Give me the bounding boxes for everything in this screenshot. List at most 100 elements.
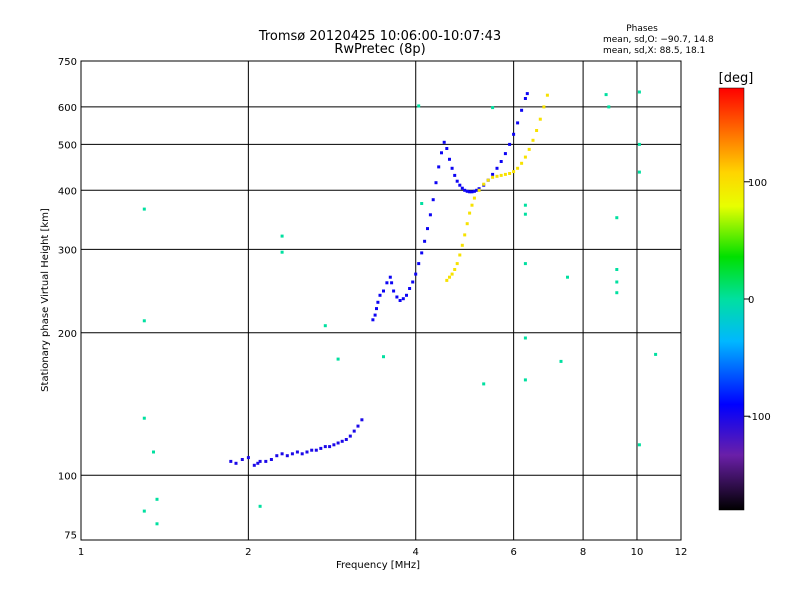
data-point <box>495 174 499 178</box>
data-point <box>486 178 490 182</box>
x-tick-label: 6 <box>510 547 516 558</box>
data-point <box>445 147 449 150</box>
grid-layer <box>81 61 681 540</box>
colorbar-ticks: 100 0 -100 <box>744 178 771 423</box>
data-point <box>503 152 507 156</box>
data-point <box>382 289 385 293</box>
data-point <box>531 138 535 142</box>
data-point <box>258 504 262 508</box>
data-point <box>442 140 446 144</box>
data-point <box>460 243 464 247</box>
data-point <box>499 160 503 163</box>
data-point <box>382 355 385 359</box>
y-axis-label: Stationary phase Virtual Height [km] <box>40 208 51 392</box>
data-point <box>280 452 284 456</box>
data-point <box>252 463 256 467</box>
data-point <box>637 90 641 94</box>
data-point <box>460 186 464 190</box>
data-point <box>388 275 392 279</box>
data-point <box>323 324 327 328</box>
data-point <box>142 416 146 420</box>
data-point <box>472 189 476 193</box>
data-point <box>300 452 304 456</box>
data-point <box>448 157 451 161</box>
data-point <box>411 280 415 284</box>
data-point <box>527 147 531 151</box>
data-point <box>385 281 389 285</box>
data-point <box>275 454 279 458</box>
data-point <box>280 250 284 254</box>
plot-frame <box>80 60 682 541</box>
data-point <box>516 121 520 125</box>
data-point <box>523 203 527 207</box>
data-point <box>472 196 476 200</box>
data-point <box>453 173 457 177</box>
data-point <box>352 429 356 433</box>
x-tick-label: 4 <box>413 547 419 558</box>
data-point <box>314 448 318 452</box>
data-point <box>431 198 435 202</box>
data-point <box>475 188 479 192</box>
data-point <box>604 93 608 97</box>
phase-stats-x-mode: mean, sd,X: 88.5, 18.1 <box>603 46 705 56</box>
data-point <box>468 190 472 194</box>
data-point <box>499 173 503 177</box>
data-point <box>401 297 405 301</box>
data-point <box>264 459 268 463</box>
data-point <box>378 293 382 297</box>
data-points-layer <box>142 90 658 526</box>
data-point <box>559 359 563 363</box>
x-tick-label: 1 <box>78 547 84 558</box>
data-point <box>420 251 424 255</box>
data-point <box>290 452 294 456</box>
data-point <box>455 179 459 183</box>
data-point <box>420 202 424 205</box>
colorbar <box>718 87 745 511</box>
data-point <box>332 443 336 447</box>
data-point <box>440 151 443 155</box>
phase-stats-o-mode: mean, sd,O: −90.7, 14.8 <box>603 35 714 45</box>
data-point <box>155 522 159 526</box>
data-point <box>280 234 284 238</box>
data-point <box>344 438 348 441</box>
data-point <box>392 289 396 293</box>
data-point <box>426 227 429 231</box>
data-point <box>340 439 344 443</box>
data-point <box>523 378 527 382</box>
data-point <box>234 461 238 465</box>
data-point <box>463 188 467 192</box>
data-point <box>328 445 332 449</box>
data-point <box>523 97 527 100</box>
data-point <box>491 106 495 110</box>
data-point <box>470 203 474 207</box>
data-point <box>428 213 432 217</box>
data-point <box>295 450 299 454</box>
data-point <box>376 300 380 304</box>
data-point <box>523 336 527 340</box>
data-point <box>503 172 507 176</box>
data-point <box>477 188 481 192</box>
data-point <box>269 458 273 461</box>
data-point <box>336 441 340 445</box>
data-point <box>516 166 520 170</box>
data-point <box>360 418 364 422</box>
data-point <box>607 105 611 109</box>
data-point <box>482 382 486 386</box>
data-point <box>615 291 619 295</box>
data-point <box>458 183 462 187</box>
data-point <box>336 357 340 361</box>
data-point <box>375 307 378 311</box>
data-point <box>390 281 394 285</box>
colorbar-label: [deg] <box>719 71 754 86</box>
data-point <box>450 166 454 170</box>
x-axis-label: Frequency [MHz] <box>336 560 420 571</box>
data-point <box>535 129 539 132</box>
data-point <box>417 262 421 266</box>
data-point <box>512 170 516 174</box>
data-point <box>414 272 418 276</box>
data-point <box>142 207 146 211</box>
chart-title: Tromsø 20120425 10:06:00-10:07:43 <box>258 29 501 44</box>
data-point <box>142 509 146 513</box>
y-tick-label: 400 <box>58 186 77 197</box>
